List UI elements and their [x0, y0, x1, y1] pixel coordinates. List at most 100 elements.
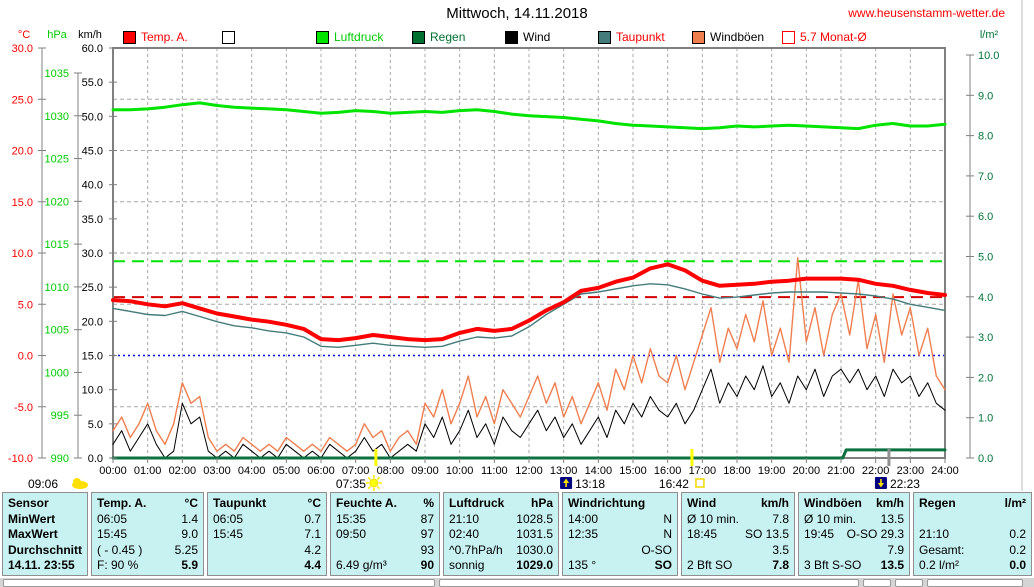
axis-tick-label: 4.0 [978, 292, 993, 304]
table-column-luftdruck: Luftdruck hPa 21:10 1028.5 02:40 1031.5 ^0.7hP… [443, 492, 559, 576]
column-title: Luftdruck [449, 495, 505, 510]
table-row: 4.2 [213, 542, 321, 558]
column-title: Wind [687, 495, 717, 510]
cell-time: F: 90 % [97, 558, 139, 573]
column-title: Windböen [804, 495, 862, 510]
axis-tick-label: 20.0 [12, 146, 33, 158]
column-unit: hPa [530, 495, 553, 510]
cell-value: 5.25 [174, 542, 198, 557]
cell-value: 7.1 [304, 527, 321, 542]
legend-label: Wind [523, 30, 551, 44]
x-tick-label: 13:00 [550, 465, 578, 477]
axis-hpa: 1035 1030 1025 1020 1015 1010 1005 1000 995 990 hP… [45, 29, 82, 465]
table-row-label: MinWert [8, 511, 56, 526]
column-unit: l/m² [1004, 495, 1026, 510]
table-column-regen: Regen l/m² 21:10 0.2 Gesamt: 0.2 0.2 l/m² 0.0 [913, 492, 1032, 576]
cell-value: 3.5 [772, 542, 789, 557]
table-column-wind: Wind km/h Ø 10 min. 7.8 18:45 SO 13.5 3.5 2 Bft… [681, 492, 795, 576]
x-tick-label: 24:00 [931, 465, 959, 477]
status-segment [927, 579, 1023, 587]
x-tick-label: 20:00 [793, 465, 821, 477]
legend-label: 5.7 Monat-Ø [800, 30, 867, 44]
axis-tick-label: 15.0 [12, 197, 33, 209]
legend-swatch-icon [692, 30, 705, 44]
x-tick-label: 12:00 [515, 465, 543, 477]
axis-tick-label: 50.0 [82, 111, 103, 123]
column-title: Regen [919, 495, 956, 510]
legend-label: Taupunkt [616, 30, 665, 44]
table-row: 14:00 N [568, 511, 672, 527]
table-row: 135 ° SO [568, 558, 672, 574]
cell-time: 06:05 [213, 511, 244, 526]
axis-unit-label: hPa [47, 29, 67, 41]
legend-swatch-icon [316, 30, 329, 44]
series-temp-a- [111, 262, 947, 343]
axis-unit-label: km/h [78, 29, 102, 41]
table-row: 18:45 SO 13.5 [687, 527, 789, 543]
sun-moon-time: 09:06 [28, 477, 58, 491]
legend-swatch-icon [598, 30, 611, 44]
axis-tick-label: 60.0 [82, 43, 103, 55]
axis-tick-label: 20.0 [82, 316, 103, 328]
column-unit: % [423, 495, 434, 510]
x-tick-label: 00:00 [99, 465, 127, 477]
series-wind [112, 365, 946, 459]
axis-unit-label: l/m² [980, 29, 999, 41]
website-link[interactable]: www.heusenstamm-wetter.de [848, 6, 1005, 20]
column-title: Windrichtung [568, 495, 646, 510]
moon-cloud-icon [72, 481, 88, 489]
table-column-taupunkt: Taupunkt °C 06:05 0.7 15:45 7.1 4.2 4.4 [207, 492, 327, 576]
column-unit: km/h [875, 495, 904, 510]
legend-item-luftdruck: Luftdruck [316, 30, 383, 44]
table-row: Ø 10 min. 7.8 [687, 511, 789, 527]
cell-time: 21:10 [919, 527, 950, 542]
legend-item-blank [222, 30, 235, 44]
column-unit: °C [184, 495, 198, 510]
axis-tick-label: 5.0 [88, 419, 103, 431]
page-title: Mittwoch, 14.11.2018 [446, 5, 588, 22]
axis-event-tick [690, 449, 694, 466]
cell-value: 1031.5 [516, 527, 553, 542]
legend-swatch-icon [222, 30, 235, 44]
x-tick-label: 01:00 [134, 465, 162, 477]
cell-time: 0.2 l/m² [919, 558, 960, 573]
cell-time: 19:45 [804, 527, 835, 542]
axis-tick-label: 1030 [45, 111, 69, 123]
legend-label: Regen [430, 30, 466, 44]
table-row: Ø 10 min. 13.5 [804, 511, 904, 527]
table-row: ( - 0.45 ) 5.25 [97, 542, 198, 558]
axis-tick-label: 1025 [45, 154, 69, 166]
cell-time: ^0.7hPa/h [449, 542, 503, 557]
x-tick-label: 17:00 [689, 465, 717, 477]
table-column-sensor: Sensor MinWert MaxWert Durchschnitt 14.11. 2… [2, 492, 88, 576]
axis-tick-label: 8.0 [978, 131, 993, 143]
cell-value: 0.2 [1009, 527, 1026, 542]
axis-tick-label: -5.0 [14, 402, 33, 414]
table-row-label: Durchschnitt [8, 542, 83, 557]
cell-value: 4.2 [304, 542, 321, 557]
x-tick-label: 23:00 [897, 465, 925, 477]
column-unit: km/h [760, 495, 789, 510]
table-row: 21:10 0.2 [919, 527, 1026, 543]
column-unit: °C [307, 495, 321, 510]
sun-icon [369, 478, 379, 488]
axis-tick-label: 10.0 [12, 248, 33, 260]
table-row: 4.4 [213, 558, 321, 574]
legend-swatch-icon [123, 30, 136, 44]
cell-time: ( - 0.45 ) [97, 542, 143, 557]
legend-item-5-7-monat-: 5.7 Monat-Ø [782, 30, 867, 44]
cell-time: Ø 10 min. [687, 511, 740, 526]
cell-value: 13.5 [880, 558, 904, 573]
cell-time: 21:10 [449, 511, 480, 526]
axis-tick-label: 1005 [45, 325, 69, 337]
axis-tick-label: 10.0 [82, 385, 103, 397]
table-row: 3.5 [687, 542, 789, 558]
table-row: 06:05 0.7 [213, 511, 321, 527]
legend-swatch-icon [505, 30, 518, 44]
table-row: 15:35 87 [336, 511, 434, 527]
table-row: 15:45 9.0 [97, 527, 198, 543]
axis-temp: 30.0 25.0 20.0 15.0 10.0 5.0 0.0 -5.0 -10.0 °C [8, 29, 46, 465]
x-tick-label: 22:00 [862, 465, 890, 477]
table-row: 21:10 1028.5 [449, 511, 553, 527]
status-segment [439, 579, 859, 587]
